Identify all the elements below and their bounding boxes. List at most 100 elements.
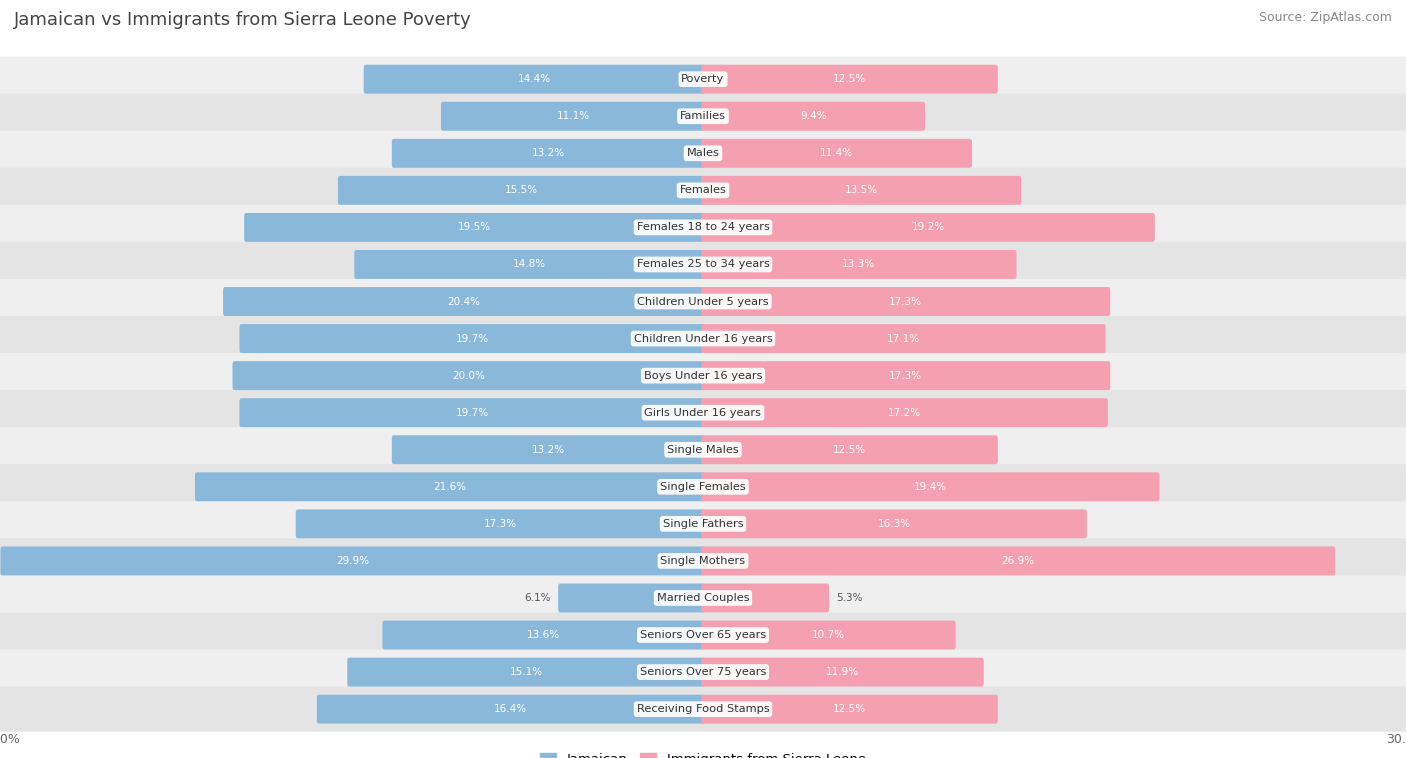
FancyBboxPatch shape bbox=[239, 324, 704, 353]
Text: Females 18 to 24 years: Females 18 to 24 years bbox=[637, 222, 769, 233]
FancyBboxPatch shape bbox=[295, 509, 704, 538]
Text: Females: Females bbox=[679, 186, 727, 196]
Text: Single Females: Single Females bbox=[661, 482, 745, 492]
FancyBboxPatch shape bbox=[702, 287, 1111, 316]
Legend: Jamaican, Immigrants from Sierra Leone: Jamaican, Immigrants from Sierra Leone bbox=[534, 747, 872, 758]
FancyBboxPatch shape bbox=[702, 213, 1154, 242]
Text: 13.6%: 13.6% bbox=[527, 630, 560, 640]
FancyBboxPatch shape bbox=[558, 584, 704, 612]
Text: Jamaican vs Immigrants from Sierra Leone Poverty: Jamaican vs Immigrants from Sierra Leone… bbox=[14, 11, 472, 30]
FancyBboxPatch shape bbox=[702, 398, 1108, 428]
Text: 10.7%: 10.7% bbox=[811, 630, 845, 640]
Text: 17.3%: 17.3% bbox=[889, 296, 922, 306]
Text: 14.8%: 14.8% bbox=[513, 259, 546, 269]
FancyBboxPatch shape bbox=[702, 324, 1105, 353]
Text: 6.1%: 6.1% bbox=[524, 593, 551, 603]
FancyBboxPatch shape bbox=[0, 242, 1406, 287]
FancyBboxPatch shape bbox=[702, 509, 1087, 538]
FancyBboxPatch shape bbox=[392, 435, 704, 464]
Text: Source: ZipAtlas.com: Source: ZipAtlas.com bbox=[1258, 11, 1392, 24]
Text: Girls Under 16 years: Girls Under 16 years bbox=[644, 408, 762, 418]
FancyBboxPatch shape bbox=[702, 361, 1111, 390]
FancyBboxPatch shape bbox=[347, 658, 704, 687]
Text: Poverty: Poverty bbox=[682, 74, 724, 84]
FancyBboxPatch shape bbox=[702, 435, 998, 464]
Text: 9.4%: 9.4% bbox=[800, 111, 827, 121]
FancyBboxPatch shape bbox=[382, 621, 704, 650]
Text: 20.0%: 20.0% bbox=[453, 371, 485, 381]
FancyBboxPatch shape bbox=[0, 205, 1406, 250]
Text: 19.4%: 19.4% bbox=[914, 482, 946, 492]
FancyBboxPatch shape bbox=[0, 390, 1406, 435]
FancyBboxPatch shape bbox=[0, 316, 1406, 361]
Text: 29.9%: 29.9% bbox=[336, 556, 370, 566]
FancyBboxPatch shape bbox=[0, 130, 1406, 176]
Text: Families: Families bbox=[681, 111, 725, 121]
FancyBboxPatch shape bbox=[0, 501, 1406, 547]
FancyBboxPatch shape bbox=[0, 168, 1406, 213]
FancyBboxPatch shape bbox=[316, 694, 704, 724]
Text: Single Fathers: Single Fathers bbox=[662, 519, 744, 529]
Text: 19.5%: 19.5% bbox=[458, 222, 491, 233]
Text: 14.4%: 14.4% bbox=[517, 74, 551, 84]
FancyBboxPatch shape bbox=[0, 464, 1406, 509]
FancyBboxPatch shape bbox=[0, 279, 1406, 324]
FancyBboxPatch shape bbox=[0, 538, 1406, 584]
FancyBboxPatch shape bbox=[441, 102, 704, 130]
FancyBboxPatch shape bbox=[702, 250, 1017, 279]
Text: 11.4%: 11.4% bbox=[820, 149, 853, 158]
Text: 13.2%: 13.2% bbox=[531, 445, 565, 455]
Text: 17.2%: 17.2% bbox=[889, 408, 921, 418]
Text: 13.2%: 13.2% bbox=[531, 149, 565, 158]
Text: 15.1%: 15.1% bbox=[509, 667, 543, 677]
Text: 11.1%: 11.1% bbox=[557, 111, 589, 121]
Text: 13.5%: 13.5% bbox=[845, 186, 877, 196]
Text: 21.6%: 21.6% bbox=[433, 482, 467, 492]
Text: Married Couples: Married Couples bbox=[657, 593, 749, 603]
Text: 13.3%: 13.3% bbox=[842, 259, 876, 269]
Text: Seniors Over 75 years: Seniors Over 75 years bbox=[640, 667, 766, 677]
Text: 20.4%: 20.4% bbox=[447, 296, 481, 306]
FancyBboxPatch shape bbox=[195, 472, 704, 501]
FancyBboxPatch shape bbox=[702, 694, 998, 724]
FancyBboxPatch shape bbox=[224, 287, 704, 316]
Text: 16.4%: 16.4% bbox=[495, 704, 527, 714]
FancyBboxPatch shape bbox=[702, 472, 1160, 501]
Text: Single Mothers: Single Mothers bbox=[661, 556, 745, 566]
FancyBboxPatch shape bbox=[0, 650, 1406, 694]
Text: 19.2%: 19.2% bbox=[911, 222, 945, 233]
Text: 17.1%: 17.1% bbox=[887, 334, 920, 343]
FancyBboxPatch shape bbox=[702, 176, 1021, 205]
Text: 12.5%: 12.5% bbox=[832, 704, 866, 714]
Text: Children Under 16 years: Children Under 16 years bbox=[634, 334, 772, 343]
FancyBboxPatch shape bbox=[239, 398, 704, 428]
FancyBboxPatch shape bbox=[364, 64, 704, 94]
Text: Children Under 5 years: Children Under 5 years bbox=[637, 296, 769, 306]
Text: 16.3%: 16.3% bbox=[877, 519, 911, 529]
FancyBboxPatch shape bbox=[702, 139, 972, 168]
FancyBboxPatch shape bbox=[702, 584, 830, 612]
FancyBboxPatch shape bbox=[0, 612, 1406, 658]
FancyBboxPatch shape bbox=[0, 547, 704, 575]
Text: Males: Males bbox=[686, 149, 720, 158]
Text: Seniors Over 65 years: Seniors Over 65 years bbox=[640, 630, 766, 640]
FancyBboxPatch shape bbox=[354, 250, 704, 279]
FancyBboxPatch shape bbox=[0, 575, 1406, 621]
FancyBboxPatch shape bbox=[245, 213, 704, 242]
Text: 12.5%: 12.5% bbox=[832, 74, 866, 84]
FancyBboxPatch shape bbox=[0, 353, 1406, 398]
Text: 19.7%: 19.7% bbox=[456, 334, 489, 343]
FancyBboxPatch shape bbox=[0, 687, 1406, 731]
Text: 11.9%: 11.9% bbox=[825, 667, 859, 677]
FancyBboxPatch shape bbox=[0, 94, 1406, 139]
Text: Receiving Food Stamps: Receiving Food Stamps bbox=[637, 704, 769, 714]
FancyBboxPatch shape bbox=[337, 176, 704, 205]
Text: 19.7%: 19.7% bbox=[456, 408, 489, 418]
FancyBboxPatch shape bbox=[0, 428, 1406, 472]
FancyBboxPatch shape bbox=[702, 621, 956, 650]
FancyBboxPatch shape bbox=[702, 102, 925, 130]
FancyBboxPatch shape bbox=[0, 57, 1406, 102]
Text: Single Males: Single Males bbox=[666, 445, 740, 455]
FancyBboxPatch shape bbox=[232, 361, 704, 390]
FancyBboxPatch shape bbox=[702, 658, 984, 687]
